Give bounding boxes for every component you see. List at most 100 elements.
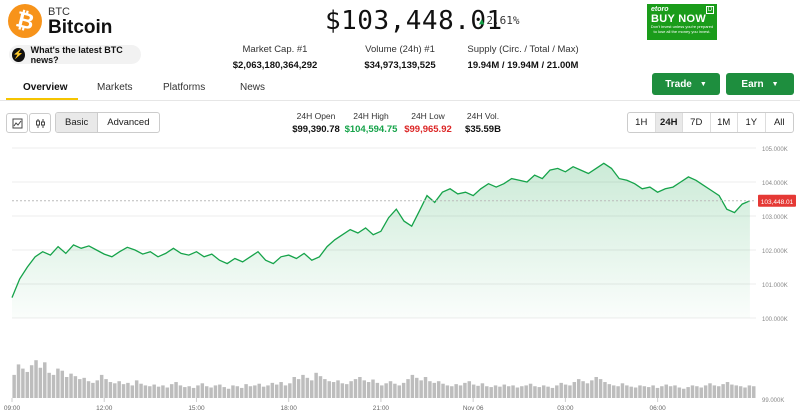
- volume-bar: [717, 386, 721, 398]
- volume-bar: [51, 374, 56, 398]
- volume-bar: [331, 382, 336, 398]
- bitcoin-logo-icon: ₿: [8, 4, 42, 38]
- chart-type-icon: [12, 118, 22, 128]
- volume-bar: [743, 387, 747, 398]
- trade-button[interactable]: Trade ▼: [652, 73, 720, 95]
- volume-bar: [445, 385, 450, 398]
- range-1h[interactable]: 1H: [628, 113, 656, 132]
- volume-bar: [174, 382, 178, 398]
- advanced-view-button[interactable]: Advanced: [107, 117, 150, 128]
- stat-24h-label: 24H High: [353, 111, 389, 121]
- volume-bar: [274, 384, 279, 398]
- volume-bars: [12, 360, 756, 398]
- x-tick-label: 03:00: [557, 405, 574, 412]
- volume-bar: [253, 385, 257, 398]
- volume-bar: [467, 381, 472, 398]
- trade-label: Trade: [665, 78, 692, 90]
- volume-bar: [633, 387, 638, 398]
- volume-bar: [200, 383, 205, 398]
- volume-bar: [99, 374, 104, 398]
- tab-platforms[interactable]: Platforms: [163, 82, 206, 93]
- tab-overview[interactable]: Overview: [23, 82, 68, 93]
- volume-bar: [463, 382, 467, 398]
- flash-icon: ⚡: [12, 47, 25, 62]
- volume-bar: [375, 382, 380, 398]
- range-all[interactable]: All: [773, 117, 785, 128]
- tab-divider: [0, 100, 800, 101]
- range-1y[interactable]: 1Y: [738, 113, 766, 132]
- volume-bar: [213, 385, 218, 398]
- indicator-icon: [35, 118, 45, 128]
- stat-label: Market Cap. #1: [242, 44, 308, 55]
- stat-label: Volume (24h) #1: [365, 44, 435, 55]
- chart-type-button[interactable]: [6, 113, 28, 133]
- price-chart[interactable]: 100.000K 101.000K 102.000K 103.000K 104.000K…: [0, 140, 800, 416]
- volume-bar: [673, 385, 677, 398]
- stat-24h-label: 24H Open: [296, 111, 336, 121]
- ad-info-icon[interactable]: D: [706, 6, 714, 14]
- volume-bar: [651, 385, 655, 398]
- volume-bar: [204, 386, 209, 398]
- volume-bar: [345, 384, 349, 398]
- indicator-button[interactable]: [29, 113, 51, 133]
- volume-bar: [117, 381, 121, 398]
- volume-bar: [498, 386, 502, 398]
- earn-button[interactable]: Earn ▼: [726, 73, 794, 95]
- volume-tick-label: 99.000K: [762, 398, 784, 404]
- range-24h[interactable]: 24H: [655, 113, 683, 132]
- range-1m[interactable]: 1M: [711, 113, 738, 132]
- volume-bar: [266, 385, 270, 398]
- volume-bar: [134, 380, 139, 398]
- volume-bar: [336, 380, 340, 398]
- latest-news-button[interactable]: ⚡ What's the latest BTC news?: [9, 44, 141, 65]
- volume-bar: [314, 372, 318, 398]
- ad-brand: etoro: [651, 6, 669, 13]
- volume-bar: [677, 387, 682, 398]
- stat-24h-volume: 24H Vol. $35.59B: [458, 111, 508, 135]
- volume-bar: [450, 386, 454, 398]
- range-7d[interactable]: 7D: [683, 113, 711, 132]
- volume-bar: [436, 381, 441, 398]
- volume-bar: [550, 387, 555, 398]
- volume-bar: [169, 384, 174, 398]
- ad-disclaimer: Don't invest unless you're prepared to l…: [650, 24, 714, 34]
- stat-supply: Supply (Circ. / Total / Max) 19.94M / 19…: [458, 44, 588, 71]
- volume-bar: [655, 387, 660, 398]
- etoro-ad-banner[interactable]: etoro D BUY NOW Don't invest unless you'…: [647, 4, 717, 40]
- x-tick-label: 06:00: [649, 405, 666, 412]
- volume-bar: [222, 387, 226, 398]
- volume-bar: [248, 386, 253, 398]
- volume-bar: [563, 384, 568, 398]
- volume-bar: [642, 386, 647, 398]
- current-price-tag-label: 103,448.01: [761, 199, 794, 206]
- x-tick-label: 21:00: [373, 405, 390, 412]
- volume-bar: [476, 385, 480, 398]
- volume-bar: [362, 380, 366, 398]
- latest-news-label: What's the latest BTC news?: [30, 44, 123, 65]
- volume-bar: [664, 384, 668, 398]
- volume-bar: [187, 386, 191, 398]
- earn-label: Earn: [741, 78, 764, 90]
- stat-label: Supply (Circ. / Total / Max): [467, 44, 579, 55]
- volume-bar: [12, 374, 16, 398]
- basic-view-button[interactable]: Basic: [56, 113, 99, 132]
- volume-bar: [121, 384, 126, 398]
- volume-bar: [607, 384, 612, 398]
- volume-bar: [235, 386, 240, 398]
- tab-news[interactable]: News: [240, 82, 266, 93]
- volume-bar: [130, 385, 135, 398]
- volume-bar: [629, 386, 633, 398]
- y-tick-label: 101.000K: [762, 283, 788, 289]
- volume-bar: [239, 387, 244, 398]
- volume-bar: [349, 381, 353, 398]
- chevron-down-icon: ▼: [771, 80, 779, 88]
- volume-bar: [752, 386, 756, 398]
- x-tick-label: 15:00: [188, 405, 205, 412]
- volume-bar: [603, 382, 607, 398]
- volume-bar: [226, 388, 231, 398]
- tab-markets[interactable]: Markets: [97, 82, 133, 93]
- view-mode-toggle: Basic Advanced: [55, 112, 160, 133]
- volume-bar: [38, 367, 43, 398]
- volume-bar: [91, 382, 95, 398]
- volume-bar: [296, 379, 301, 398]
